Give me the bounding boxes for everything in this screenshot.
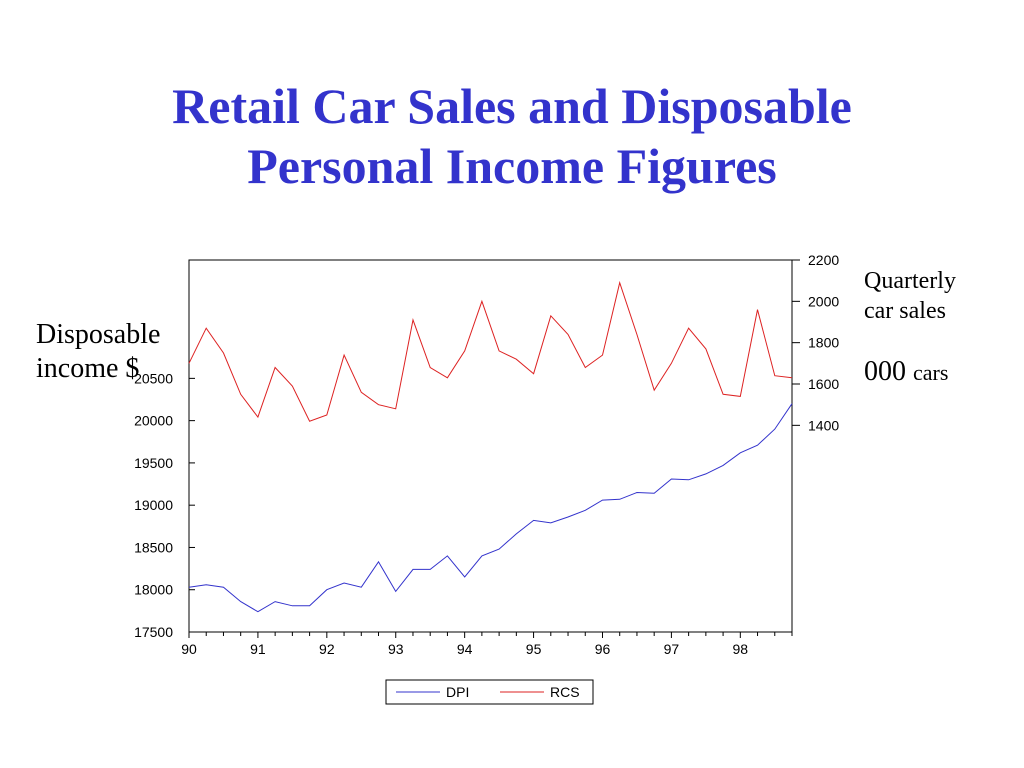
left-tick-label: 20500 bbox=[134, 370, 173, 386]
left-tick-label: 17500 bbox=[134, 624, 173, 640]
series-line-rcs bbox=[188, 280, 793, 422]
left-axis-caption-line-1: Disposable bbox=[36, 319, 161, 350]
legend-label-dpi: DPI bbox=[446, 684, 469, 700]
x-tick-label: 93 bbox=[388, 641, 404, 657]
left-axis-caption: Disposable income $ bbox=[36, 318, 160, 386]
x-tick-label: 94 bbox=[457, 641, 473, 657]
x-tick-label: 91 bbox=[250, 641, 266, 657]
right-axis-caption-line-1: Quarterly bbox=[864, 268, 956, 294]
x-tick-label: 90 bbox=[181, 641, 197, 657]
left-axis-caption-line-2: income $ bbox=[36, 353, 140, 384]
right-tick-label: 1400 bbox=[808, 417, 839, 433]
right-axis-units-word: cars bbox=[913, 360, 949, 385]
right-tick-label: 1600 bbox=[808, 376, 839, 392]
x-tick-label: 92 bbox=[319, 641, 335, 657]
x-tick-label: 96 bbox=[595, 641, 611, 657]
right-axis-units-number: 000 bbox=[864, 356, 906, 387]
right-tick-label: 2000 bbox=[808, 293, 839, 309]
x-tick-label: 95 bbox=[526, 641, 542, 657]
right-axis-units: 000 cars bbox=[864, 355, 948, 390]
slide-title-line-1: Retail Car Sales and Disposable bbox=[172, 78, 852, 134]
left-tick-label: 19500 bbox=[134, 455, 173, 471]
left-tick-label: 18000 bbox=[134, 582, 173, 598]
left-tick-label: 18500 bbox=[134, 539, 173, 555]
legend-label-rcs: RCS bbox=[550, 684, 580, 700]
series-line-dpi bbox=[188, 403, 793, 613]
right-axis-caption: Quarterly car sales bbox=[864, 266, 956, 326]
plot-frame bbox=[188, 259, 793, 633]
slide-title: Retail Car Sales and Disposable Personal… bbox=[0, 76, 1024, 196]
left-tick-label: 20000 bbox=[134, 413, 173, 429]
left-tick-label: 19000 bbox=[134, 497, 173, 513]
right-tick-label: 2200 bbox=[808, 252, 839, 268]
x-tick-label: 97 bbox=[664, 641, 680, 657]
slide-title-line-2: Personal Income Figures bbox=[247, 138, 777, 194]
x-tick-label: 98 bbox=[733, 641, 749, 657]
right-tick-label: 1800 bbox=[808, 335, 839, 351]
right-axis-caption-line-2: car sales bbox=[864, 298, 946, 324]
